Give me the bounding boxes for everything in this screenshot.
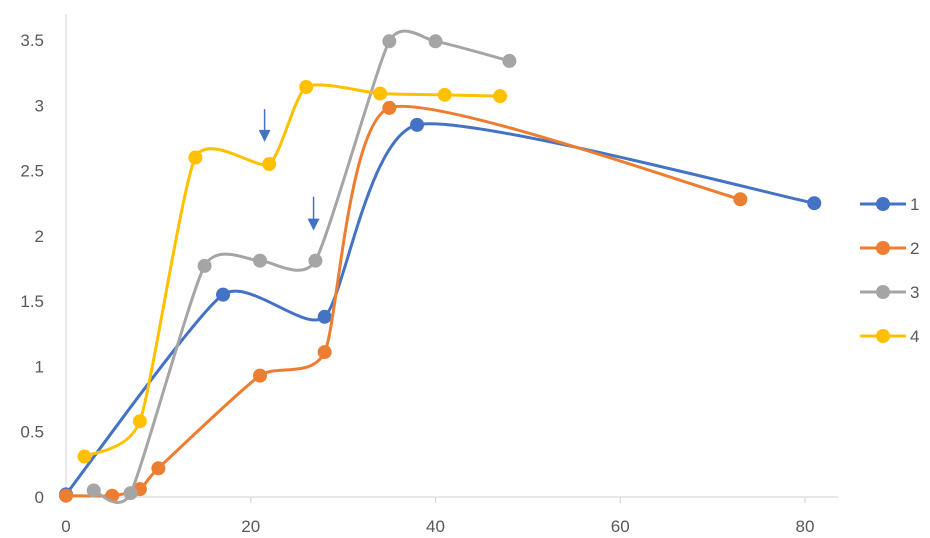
x-tick-label: 40 — [426, 517, 445, 536]
series-1-line — [64, 122, 816, 496]
series-1-point — [317, 309, 332, 324]
series-2-line — [64, 104, 742, 498]
y-tick-label: 0 — [35, 488, 44, 507]
series-2-point — [317, 345, 332, 360]
legend-marker-3 — [876, 285, 890, 299]
legend-marker-4 — [876, 329, 890, 343]
series-4-point — [188, 150, 203, 165]
series-2-point — [59, 488, 73, 503]
y-tick-label: 0.5 — [20, 423, 44, 442]
series-3-point — [252, 253, 267, 268]
y-axis-ticks: 0 0.5 1 1.5 2 2.5 3 3.5 — [20, 31, 44, 507]
annotations — [258, 109, 320, 231]
series-3-point — [428, 34, 443, 49]
legend-label-2: 2 — [910, 239, 919, 258]
series-4-point — [373, 86, 388, 101]
series-4-point — [437, 87, 452, 102]
legend-marker-2 — [876, 241, 890, 255]
x-tick-label: 20 — [241, 517, 260, 536]
series-2-point — [733, 192, 748, 207]
legend-label-4: 4 — [910, 327, 919, 346]
legend-marker-1 — [876, 197, 890, 211]
y-tick-label: 1.5 — [20, 292, 44, 311]
series-4-point — [262, 157, 277, 172]
x-axis-ticks: 0 20 40 60 80 — [61, 497, 814, 536]
series-1-point — [807, 196, 822, 211]
series-2-point — [382, 100, 397, 115]
series-4-point — [132, 414, 147, 429]
x-tick-label: 0 — [61, 517, 70, 536]
y-tick-label: 2 — [35, 227, 44, 246]
series-3-line — [92, 29, 511, 504]
y-tick-label: 1 — [35, 357, 44, 376]
series-3-point — [86, 483, 101, 498]
series-3-point — [382, 34, 397, 49]
annotation-arrow-head — [258, 129, 271, 142]
legend: 1 2 3 4 — [860, 195, 919, 346]
y-tick-label: 3 — [35, 96, 44, 115]
series-3-point — [308, 253, 323, 268]
series-2-point — [151, 461, 166, 476]
series-group — [59, 29, 822, 504]
legend-label-3: 3 — [910, 283, 919, 302]
series-3-point — [123, 486, 138, 501]
series-4-point — [77, 449, 92, 464]
x-tick-label: 60 — [611, 517, 630, 536]
series-4-point — [493, 89, 508, 104]
x-tick-label: 80 — [796, 517, 815, 536]
series-3-point — [502, 53, 517, 68]
y-tick-label: 2.5 — [20, 162, 44, 181]
series-1-point — [216, 287, 231, 302]
series-2-point — [252, 368, 267, 383]
series-1-point — [410, 117, 425, 132]
series-3-point — [197, 258, 212, 273]
y-tick-label: 3.5 — [20, 31, 44, 50]
axes — [65, 14, 838, 498]
annotation-arrow-head — [307, 218, 320, 231]
legend-label-1: 1 — [910, 195, 919, 214]
series-4-point — [299, 80, 314, 95]
